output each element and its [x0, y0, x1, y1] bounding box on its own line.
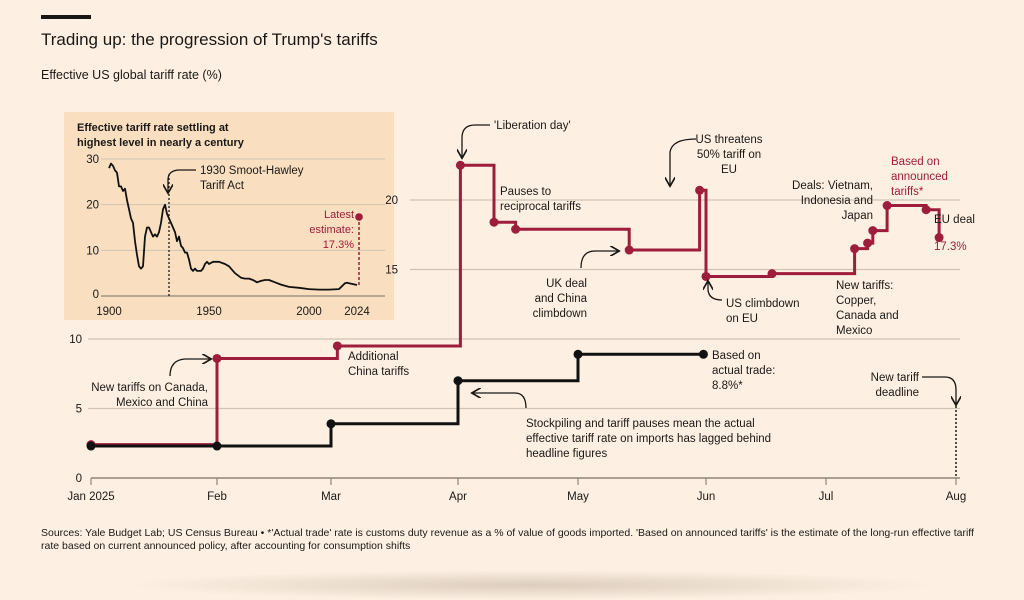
x-tick-label: Feb	[207, 491, 227, 503]
bottom-shadow	[120, 570, 940, 600]
data-point-actual	[326, 419, 336, 429]
x-tick-label: May	[567, 491, 589, 503]
annotation-latest-estimate: Latest estimate: 17.3%	[309, 209, 354, 251]
arrow-smoot-hawley	[168, 169, 196, 192]
inset-title: Effective tariff rate settling at highest…	[77, 122, 245, 149]
data-point-announced	[455, 160, 465, 170]
data-point-announced	[695, 185, 705, 195]
inset-y-tick-label: 30	[86, 154, 99, 166]
data-point-announced	[511, 224, 521, 234]
data-point-announced	[934, 233, 944, 243]
arrow-us-threatens	[670, 138, 697, 185]
footer-sources: Sources: Yale Budget Lab; US Census Bure…	[41, 527, 974, 552]
chart-title: Trading up: the progression of Trump's t…	[41, 30, 378, 49]
data-point-announced	[489, 217, 499, 227]
y-tick-label: 15	[385, 265, 398, 277]
arrow-stockpiling	[473, 393, 527, 409]
data-point-announced	[624, 245, 634, 255]
inset-y-tick-label: 20	[86, 200, 99, 212]
data-point-actual	[573, 349, 583, 359]
inset-x-tick-label: 1900	[96, 306, 122, 318]
annotation-eu-deal: EU deal	[934, 214, 975, 226]
inset-x-tick-label: 2000	[296, 306, 322, 318]
series-line-announced	[91, 163, 941, 447]
annotation-stockpiling: Stockpiling and tariff pauses mean the a…	[526, 418, 771, 460]
latest-estimate-point	[355, 213, 363, 221]
inset-x-tick-label: 2024	[344, 306, 370, 318]
inset-x-tick-label: 1950	[196, 306, 222, 318]
data-point-actual	[453, 376, 463, 386]
arrow-us-climbdown	[708, 282, 723, 301]
data-point-announced	[921, 205, 931, 215]
y-tick-label: 20	[385, 195, 398, 207]
annotation-based-actual: Based on actual trade: 8.8%*	[712, 350, 775, 392]
brand-bar	[41, 15, 91, 19]
data-point-announced	[767, 269, 777, 279]
annotation-deals: Deals: Vietnam, Indonesia and Japan	[792, 180, 873, 222]
x-tick-label: Jan 2025	[67, 491, 114, 503]
annotation-us-climbdown: US climbdown on EU	[726, 298, 800, 325]
data-point-announced	[332, 341, 342, 351]
annotation-smoot-hawley: 1930 Smoot-Hawley Tariff Act	[200, 165, 304, 192]
series-line-actual	[91, 352, 704, 448]
inset-y-tick-label: 0	[93, 289, 99, 301]
main-chart: 5 10 15 20 0 Jan 2025 Feb Mar Apr May Jun Jul Aug New…	[67, 120, 975, 503]
annotation-pauses: Pauses to reciprocal tariffs	[500, 186, 581, 213]
annotation-additional-china: Additional China tariffs	[348, 351, 409, 378]
x-tick-label: Aug	[946, 491, 966, 503]
data-point-announced	[863, 238, 873, 248]
y-tick-label: 10	[69, 334, 82, 346]
data-point-actual	[698, 349, 708, 359]
x-tick-label: Jun	[697, 491, 716, 503]
annotation-new-tariffs-canada: New tariffs on Canada, Mexico and China	[91, 382, 208, 409]
data-point-actual	[86, 441, 96, 451]
annotation-us-threatens: US threatens 50% tariff on EU	[695, 134, 762, 176]
x-tick-label: Jul	[819, 491, 834, 503]
x-tick-label: Apr	[449, 491, 467, 503]
inset-chart: Effective tariff rate settling at highest…	[64, 112, 394, 320]
arrow-uk-deal	[580, 251, 618, 269]
inset-y-tick-label: 10	[86, 245, 99, 257]
data-point-actual	[212, 441, 222, 451]
annotation-new-deadline: New tariff deadline	[871, 372, 920, 399]
inset-background	[64, 112, 394, 320]
arrow-new-tariffs	[169, 359, 210, 377]
data-point-announced	[212, 353, 222, 363]
annotation-uk-deal: UK deal and China climbdown	[533, 278, 588, 320]
y-tick-label: 0	[76, 473, 82, 485]
annotation-based-announced: Based on announced tariffs*	[891, 156, 948, 198]
data-point-announced	[850, 244, 860, 254]
annotation-new-tariffs-copper: New tariffs: Copper, Canada and Mexico	[836, 280, 899, 337]
annotation-liberation-day: 'Liberation day'	[494, 120, 571, 132]
inset-series-line	[108, 162, 358, 291]
chart-subtitle: Effective US global tariff rate (%)	[41, 68, 222, 82]
data-point-announced	[701, 271, 711, 281]
arrow-deadline	[922, 376, 956, 404]
arrow-liberation	[462, 124, 490, 157]
x-tick-label: Mar	[321, 491, 341, 503]
annotation-final-value: 17.3%	[934, 241, 967, 253]
y-tick-label: 5	[76, 404, 82, 416]
data-point-announced	[868, 226, 878, 236]
data-point-announced	[882, 201, 892, 211]
